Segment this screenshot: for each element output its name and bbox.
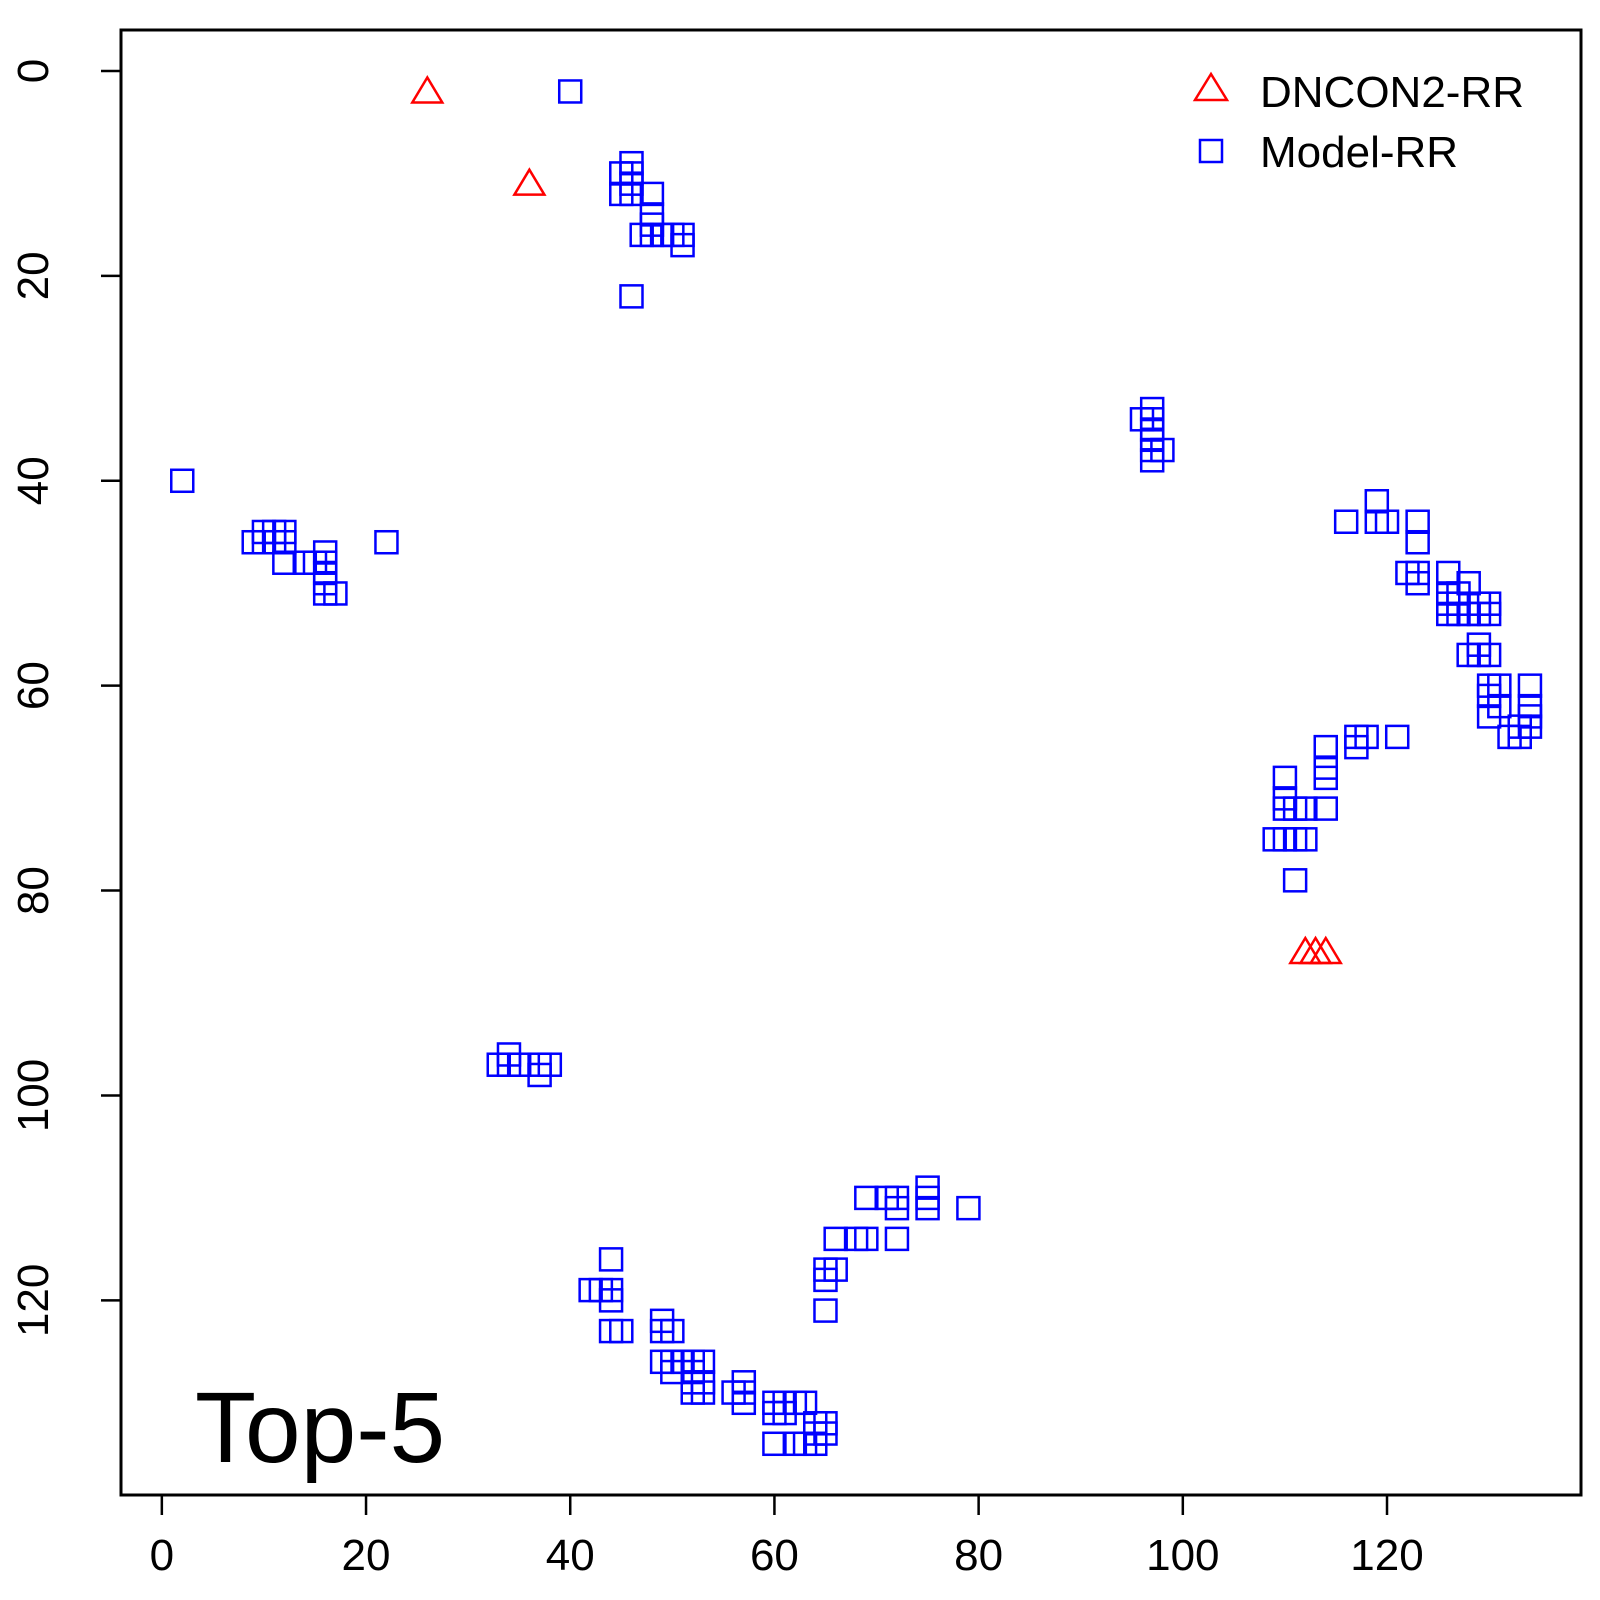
point-model-rr bbox=[1313, 765, 1339, 791]
point-model-rr bbox=[170, 468, 195, 494]
y-tick-label: 60 bbox=[9, 661, 58, 710]
point-model-rr bbox=[557, 79, 583, 104]
point-model-rr bbox=[1293, 827, 1318, 852]
point-model-rr bbox=[323, 581, 348, 606]
x-tick-label: 60 bbox=[750, 1531, 799, 1580]
point-model-rr bbox=[813, 1421, 838, 1446]
x-tick-label: 100 bbox=[1146, 1531, 1219, 1580]
point-model-rr bbox=[598, 1247, 624, 1272]
point-model-rr bbox=[1313, 734, 1339, 760]
x-tick-label: 120 bbox=[1350, 1531, 1423, 1580]
point-model-rr bbox=[670, 232, 695, 258]
point-model-rr bbox=[1313, 796, 1339, 821]
point-dncon2-rr bbox=[512, 167, 547, 196]
point-dncon2-rr bbox=[1298, 935, 1333, 965]
x-tick-label: 40 bbox=[546, 1531, 595, 1580]
point-dncon2-rr bbox=[1308, 935, 1343, 965]
x-tick-label: 80 bbox=[954, 1531, 1003, 1580]
point-model-rr bbox=[854, 1185, 879, 1211]
point-model-rr bbox=[619, 181, 644, 207]
point-model-rr bbox=[956, 1195, 981, 1221]
y-tick-label: 80 bbox=[9, 866, 58, 915]
y-tick-label: 120 bbox=[9, 1264, 58, 1337]
point-model-rr bbox=[884, 1226, 910, 1252]
point-model-rr bbox=[1405, 529, 1430, 555]
point-model-rr bbox=[1517, 673, 1543, 698]
point-model-rr bbox=[598, 1288, 624, 1313]
point-model-rr bbox=[823, 1226, 848, 1252]
legend-marker-model-rr bbox=[1198, 138, 1224, 164]
point-model-rr bbox=[1282, 868, 1308, 893]
point-model-rr bbox=[272, 529, 297, 555]
x-tick-label: 0 bbox=[150, 1531, 174, 1580]
point-model-rr bbox=[1476, 601, 1502, 627]
point-dncon2-rr bbox=[1288, 935, 1323, 965]
point-model-rr bbox=[690, 1380, 716, 1405]
point-model-rr bbox=[1139, 448, 1165, 473]
point-model-rr bbox=[1333, 509, 1359, 534]
plot-frame bbox=[119, 28, 1583, 1497]
point-model-rr bbox=[1364, 489, 1390, 514]
point-model-rr bbox=[1405, 570, 1430, 596]
point-model-rr bbox=[1436, 560, 1461, 586]
point-model-rr bbox=[374, 529, 399, 555]
point-model-rr bbox=[1476, 704, 1502, 729]
point-model-rr bbox=[1476, 642, 1502, 668]
y-axis: 0 20 40 60 80 100 120 bbox=[9, 59, 123, 1337]
point-model-rr bbox=[1405, 509, 1430, 534]
point-model-rr bbox=[762, 1431, 787, 1457]
point-model-rr bbox=[1272, 765, 1298, 791]
point-model-rr bbox=[731, 1390, 757, 1416]
point-model-rr bbox=[1517, 714, 1543, 739]
point-model-rr bbox=[1384, 724, 1410, 750]
legend-label-model-rr: Model-RR bbox=[1260, 128, 1458, 177]
y-tick-label: 20 bbox=[9, 251, 58, 300]
y-tick-label: 0 bbox=[9, 59, 58, 83]
point-model-rr bbox=[660, 1318, 685, 1344]
point-model-rr bbox=[915, 1195, 940, 1221]
point-model-rr bbox=[1293, 796, 1318, 821]
y-tick-label: 100 bbox=[9, 1059, 58, 1132]
point-model-rr bbox=[609, 1318, 634, 1344]
point-model-rr bbox=[813, 1298, 838, 1323]
point-model-rr bbox=[619, 284, 644, 309]
x-tick-label: 20 bbox=[342, 1531, 391, 1580]
panel-label: Top-5 bbox=[195, 1372, 445, 1484]
point-model-rr bbox=[272, 550, 297, 575]
x-axis: 0 20 40 60 80 100 120 bbox=[150, 1493, 1424, 1580]
data-points bbox=[170, 75, 1543, 1457]
point-model-rr bbox=[1354, 724, 1379, 750]
point-model-rr bbox=[1374, 509, 1400, 534]
legend-label-dncon2-rr: DNCON2-RR bbox=[1260, 68, 1524, 117]
point-model-rr bbox=[854, 1226, 879, 1252]
legend: DNCON2-RR Model-RR bbox=[1192, 68, 1524, 177]
legend-marker-dncon2-rr bbox=[1192, 71, 1230, 102]
point-dncon2-rr bbox=[410, 75, 445, 104]
point-model-rr bbox=[884, 1195, 910, 1221]
point-model-rr bbox=[813, 1257, 838, 1282]
point-model-rr bbox=[639, 181, 665, 207]
y-tick-label: 40 bbox=[9, 456, 58, 505]
point-model-rr bbox=[527, 1062, 552, 1088]
